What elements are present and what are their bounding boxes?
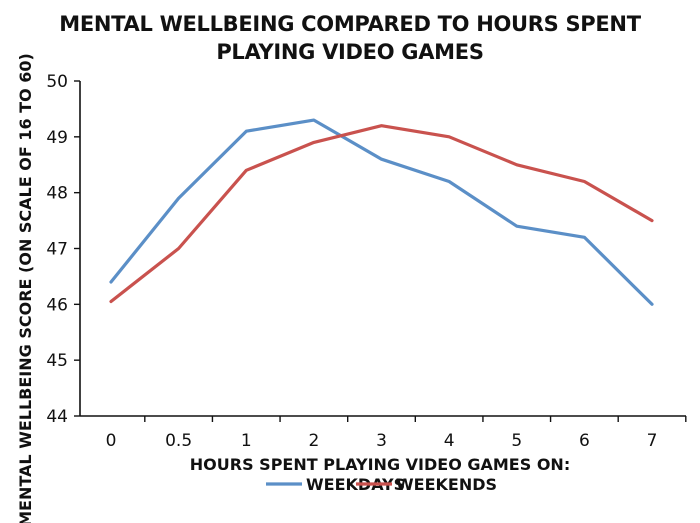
x-tick-label: 4 xyxy=(444,431,455,451)
y-tick-label: 47 xyxy=(46,240,68,260)
legend-label-weekends: WEEKENDS xyxy=(396,475,497,494)
x-tick-label: 7 xyxy=(647,431,658,451)
x-tick-label: 6 xyxy=(579,431,590,451)
x-axis: 0 0.5 1 2 3 4 5 6 7 xyxy=(80,415,687,451)
series-lines xyxy=(109,118,654,306)
series-line-weekends xyxy=(109,124,654,304)
x-axis-label: HOURS SPENT PLAYING VIDEO GAMES ON: xyxy=(190,455,570,474)
x-tick-label: 3 xyxy=(376,431,387,451)
legend-label-weekdays: WEEKDAYS xyxy=(306,475,405,494)
y-tick-label: 49 xyxy=(46,128,68,148)
y-tick-label: 48 xyxy=(46,184,68,204)
x-tick-label: 0 xyxy=(106,431,117,451)
y-axis: 44 45 46 47 48 49 50 xyxy=(46,72,81,427)
x-tick-label: 5 xyxy=(511,431,522,451)
x-tick-label: 2 xyxy=(308,431,319,451)
y-tick-label: 44 xyxy=(46,407,68,427)
y-tick-label: 45 xyxy=(46,351,68,371)
y-tick-label: 46 xyxy=(46,295,68,315)
chart-title: MENTAL WELLBEING COMPARED TO HOURS SPENT… xyxy=(59,12,641,64)
y-axis-label: MENTAL WELLBEING SCORE (ON SCALE OF 16 T… xyxy=(16,53,35,523)
y-tick-label: 50 xyxy=(46,72,68,92)
x-tick-label: 0.5 xyxy=(165,431,192,451)
x-tick-label: 1 xyxy=(241,431,252,451)
series-line-weekdays xyxy=(109,118,654,306)
